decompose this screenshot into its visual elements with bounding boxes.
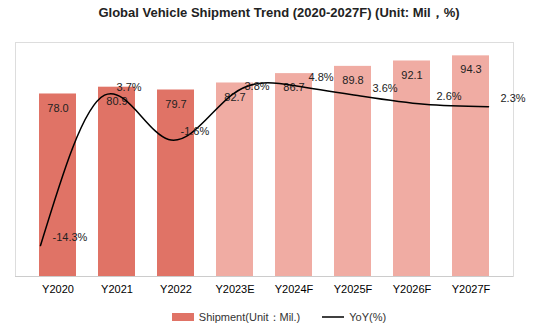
svg-text:78.0: 78.0 (47, 102, 68, 114)
svg-text:82.7: 82.7 (224, 90, 246, 103)
svg-text:2.3%: 2.3% (501, 92, 526, 104)
svg-text:Y2025F: Y2025F (334, 283, 373, 295)
html-text:YoY(%): YoY(%) (349, 311, 387, 323)
svg-text:4.8%: 4.8% (309, 71, 334, 83)
html-text:Shipment(Unit：Mil.): Shipment(Unit：Mil.) (198, 310, 301, 323)
svg-text:86.7: 86.7 (283, 81, 305, 94)
svg-text:80.9: 80.9 (106, 95, 127, 107)
html-text:Global Vehicle Shipment Trend: Global Vehicle Shipment Trend (2020-2027… (98, 5, 460, 20)
svg-text:92.1: 92.1 (401, 69, 422, 81)
svg-text:Y2024F: Y2024F (275, 283, 314, 295)
svg-text:-14.3%: -14.3% (53, 231, 88, 243)
svg-text:-1.6%: -1.6% (181, 125, 210, 137)
svg-text:94.3: 94.3 (460, 63, 481, 75)
svg-text:Y2023E: Y2023E (215, 283, 254, 295)
svg-text:Y2021: Y2021 (101, 283, 133, 295)
svg-text:3.6%: 3.6% (373, 82, 398, 94)
svg-text:Y2026F: Y2026F (393, 283, 432, 295)
svg-text:2.6%: 2.6% (437, 90, 462, 102)
svg-text:3.7%: 3.7% (117, 81, 142, 93)
svg-text:3.8%: 3.8% (245, 80, 270, 92)
svg-text:Y2020: Y2020 (42, 283, 74, 295)
svg-text:89.8: 89.8 (342, 74, 363, 86)
svg-text:79.7: 79.7 (165, 98, 186, 110)
svg-text:Y2027F: Y2027F (452, 283, 491, 295)
svg-text:Y2022: Y2022 (160, 283, 192, 295)
